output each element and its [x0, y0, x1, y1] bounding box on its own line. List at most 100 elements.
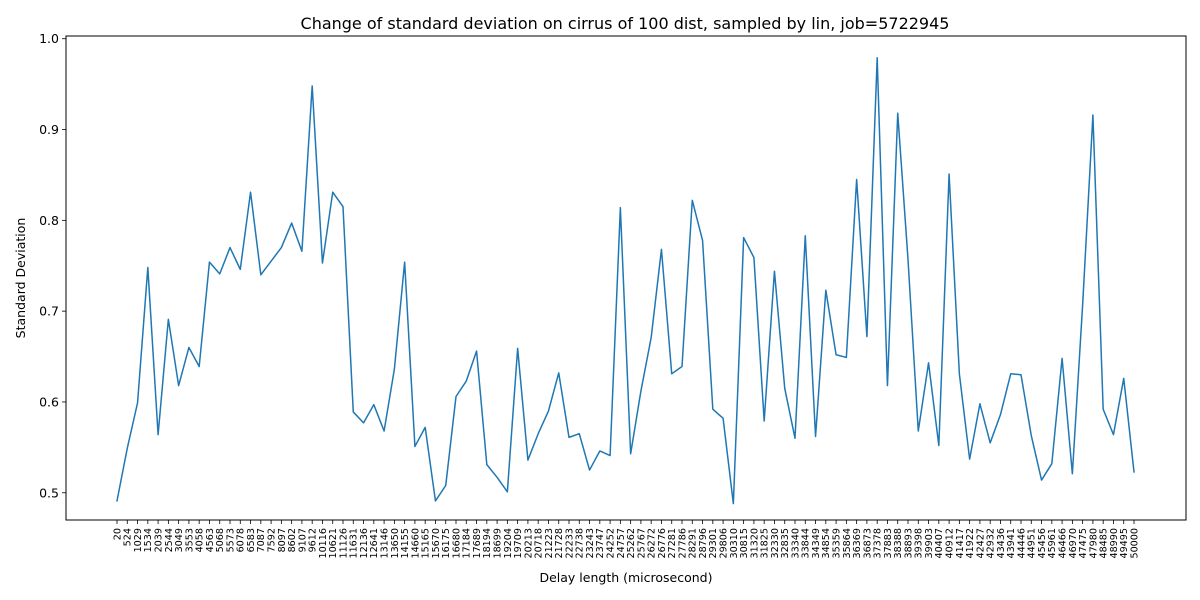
y-tick-label: 0.5	[39, 485, 59, 500]
x-tick-label: 16680	[451, 528, 462, 559]
x-tick-label: 36873	[862, 528, 873, 559]
x-tick-label: 44446	[1016, 528, 1027, 559]
x-tick-label: 21223	[544, 528, 555, 559]
x-tick-label: 42427	[975, 528, 986, 559]
x-tick-label: 14660	[410, 528, 421, 559]
x-tick-label: 37378	[873, 528, 884, 559]
x-tick-label: 29806	[718, 528, 729, 559]
x-tick-label: 32835	[780, 528, 791, 559]
x-tick-label: 25767	[636, 528, 647, 559]
x-tick-label: 5068	[215, 528, 226, 552]
x-tick-label: 38388	[893, 528, 904, 559]
x-tick-label: 27281	[667, 528, 678, 559]
x-tick-label: 39903	[924, 528, 935, 559]
x-tick-label: 12641	[369, 528, 380, 559]
x-tick-label: 48485	[1099, 528, 1110, 559]
x-tick-label: 5573	[225, 528, 236, 552]
x-tick-label: 28796	[698, 528, 709, 559]
x-tick-label: 35359	[831, 528, 842, 559]
y-tick-label: 0.6	[39, 394, 59, 409]
x-tick-label: 2544	[164, 528, 175, 552]
x-tick-label: 22738	[575, 528, 586, 559]
x-tick-label: 27786	[677, 528, 688, 559]
x-tick-label: 41922	[965, 528, 976, 559]
x-tick-label: 45961	[1047, 528, 1058, 559]
series-line	[116, 57, 1135, 505]
x-tick-label: 40407	[934, 528, 945, 559]
x-tick-label: 43941	[1006, 528, 1017, 559]
x-tick-label: 19709	[513, 528, 524, 559]
x-tick-label: 15670	[431, 528, 442, 559]
x-tick-label: 18699	[492, 528, 503, 559]
x-tick-label: 16175	[441, 528, 452, 559]
x-tick-label: 17184	[462, 528, 473, 559]
x-tick-label: 13650	[390, 528, 401, 559]
x-tick-label: 36369	[852, 528, 863, 559]
x-tick-label: 28291	[688, 528, 699, 559]
x-tick-label: 47980	[1088, 528, 1099, 559]
x-tick-label: 33844	[801, 528, 812, 559]
x-tick-label: 6583	[246, 528, 257, 552]
x-axis-label: Delay length (microsecond)	[539, 570, 712, 585]
x-tick-label: 10116	[318, 528, 329, 559]
x-tick-label: 9107	[297, 528, 308, 552]
x-tick-label: 2039	[153, 528, 164, 552]
x-tick-label: 7087	[256, 528, 267, 552]
x-tick-label: 524	[123, 528, 134, 546]
x-tick-label: 11126	[338, 528, 349, 559]
x-tick-label: 35864	[842, 528, 853, 559]
x-tick-label: 4058	[195, 528, 206, 552]
x-tick-label: 39398	[914, 528, 925, 559]
x-tick-label: 29301	[708, 528, 719, 559]
x-tick-label: 21728	[554, 528, 565, 559]
x-tick-label: 49495	[1119, 528, 1130, 559]
x-tick-label: 34854	[821, 528, 832, 559]
x-tick-label: 20213	[523, 528, 534, 559]
x-tick-label: 7592	[266, 528, 277, 552]
x-tick-label: 31320	[749, 528, 760, 559]
x-tick-label: 46970	[1068, 528, 1079, 559]
plot-frame	[65, 35, 1187, 521]
x-tick-label: 24757	[616, 528, 627, 559]
y-axis-label: Standard Deviation	[13, 218, 28, 339]
x-tick-label: 1534	[143, 528, 154, 552]
x-tick-label: 17689	[472, 528, 483, 559]
x-tick-label: 26272	[647, 528, 658, 559]
x-tick-label: 40912	[944, 528, 955, 559]
x-tick-label: 8097	[277, 528, 288, 552]
x-tick-label: 33340	[790, 528, 801, 559]
x-tick-label: 3049	[174, 528, 185, 552]
x-tick-label: 41417	[955, 528, 966, 559]
y-tick-label: 0.9	[39, 122, 59, 137]
y-tick-label: 0.7	[39, 304, 59, 319]
x-tick-label: 20718	[534, 528, 545, 559]
x-tick-label: 18194	[482, 528, 493, 559]
x-tick-label: 25262	[626, 528, 637, 559]
x-tick-label: 30310	[729, 528, 740, 559]
x-tick-label: 37883	[883, 528, 894, 559]
x-tick-label: 34349	[811, 528, 822, 559]
x-tick-label: 11631	[349, 528, 360, 559]
x-tick-label: 45456	[1037, 528, 1048, 559]
x-tick-label: 1029	[133, 528, 144, 552]
x-tick-label: 48990	[1109, 528, 1120, 559]
y-tick-label: 1.0	[39, 31, 59, 46]
x-tick-label: 10621	[328, 528, 339, 559]
x-tick-label: 26776	[657, 528, 668, 559]
x-tick-label: 8602	[287, 528, 298, 552]
x-tick-label: 23243	[585, 528, 596, 559]
x-tick-label: 38893	[903, 528, 914, 559]
x-tick-label: 15165	[421, 528, 432, 559]
x-axis-ticks: 20 524 1029 1534 2039 2544 3049 3553 4058 4563 506…	[112, 520, 1140, 559]
x-tick-label: 46466	[1057, 528, 1068, 559]
x-tick-label: 3553	[184, 528, 195, 552]
x-tick-label: 47475	[1078, 528, 1089, 559]
x-tick-label: 50000	[1129, 528, 1140, 559]
x-tick-label: 42932	[986, 528, 997, 559]
x-tick-label: 4563	[205, 528, 216, 552]
x-tick-label: 6078	[236, 528, 247, 552]
x-tick-label: 32330	[770, 528, 781, 559]
x-tick-label: 14155	[400, 528, 411, 559]
x-tick-label: 23747	[595, 528, 606, 559]
chart-title: Change of standard deviation on cirrus o…	[301, 14, 950, 33]
